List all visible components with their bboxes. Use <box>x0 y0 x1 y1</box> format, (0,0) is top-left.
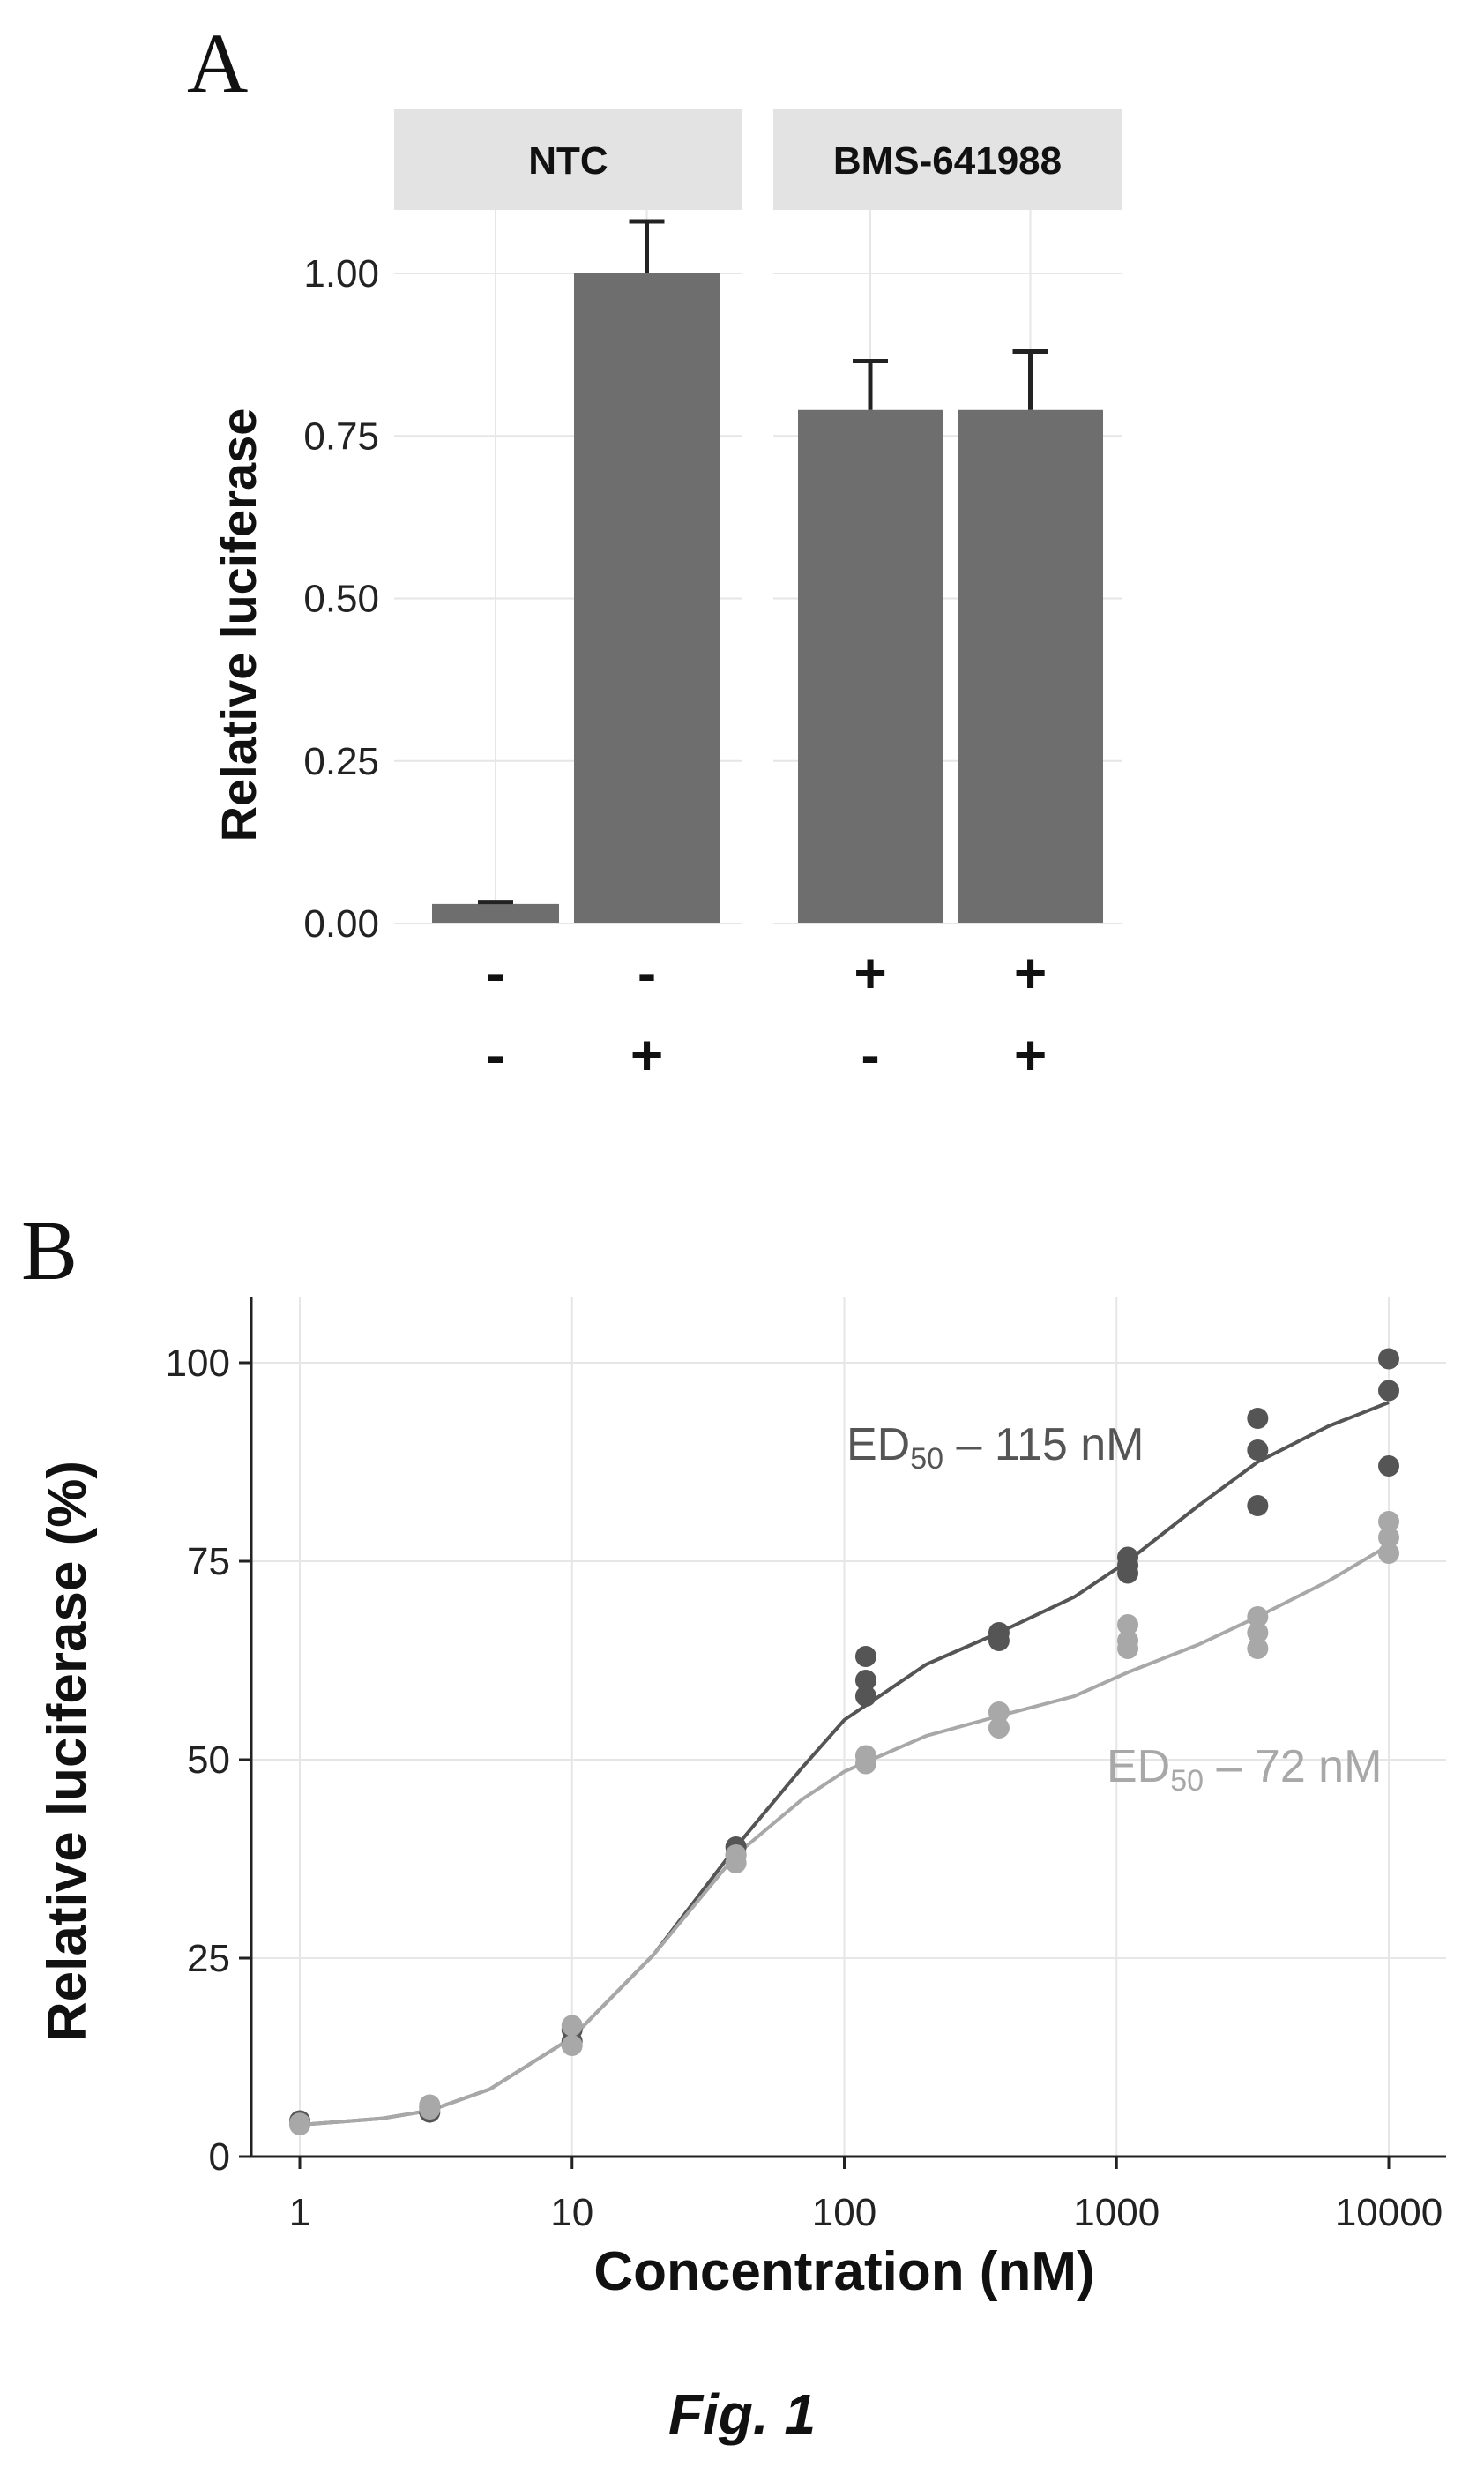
data-point-light <box>1117 1614 1139 1635</box>
bar <box>574 273 720 923</box>
y-tick-label: 0 <box>209 2135 230 2179</box>
facet-label: BMS-641988 <box>833 139 1062 183</box>
y-tick-label: 100 <box>166 1342 230 1385</box>
data-point-dark <box>854 1670 876 1691</box>
y-tick-label: 0.75 <box>303 415 379 458</box>
y-axis-title: Relative luciferase <box>211 408 266 842</box>
data-point-light <box>1378 1511 1399 1532</box>
panel-b-label: B <box>21 1203 78 1297</box>
figure-caption: Fig. 1 <box>667 2382 817 2446</box>
y-tick-label: 1.00 <box>303 252 379 295</box>
condition-sign-row1: + <box>1014 941 1047 1005</box>
facet-strip <box>394 109 742 210</box>
data-point-light <box>725 1852 747 1873</box>
data-point-light <box>561 2015 583 2037</box>
x-tick-label: 10 <box>550 2191 593 2234</box>
x-tick-label: 10000 <box>1335 2191 1443 2234</box>
condition-sign-row1: - <box>638 941 656 1005</box>
data-point-light <box>1247 1638 1269 1659</box>
ed50-annotation: ED50 – 115 nM <box>846 1419 1144 1476</box>
data-point-dark <box>1247 1495 1269 1516</box>
data-point-dark <box>988 1630 1010 1651</box>
bar <box>798 409 943 923</box>
bar <box>432 903 559 923</box>
condition-sign-row2: - <box>486 1023 504 1087</box>
x-tick-label: 1000 <box>1073 2191 1160 2234</box>
x-tick-label: 1 <box>289 2191 310 2234</box>
y-tick-label: 50 <box>187 1739 230 1782</box>
condition-sign-row1: - <box>486 941 504 1005</box>
x-tick-label: 100 <box>812 2191 876 2234</box>
condition-sign-row1: + <box>854 941 886 1005</box>
data-point-dark <box>854 1646 876 1667</box>
data-point-light <box>1378 1543 1399 1564</box>
dose-response-chart: 0 25 50 75 100 1 10 100 1000 10000 Concentration (… <box>37 1297 1446 2302</box>
y-tick-label: 75 <box>187 1540 230 1583</box>
data-point-dark <box>854 1686 876 1707</box>
condition-sign-row2: + <box>1014 1023 1047 1087</box>
facet-label: NTC <box>528 139 608 183</box>
data-point-dark <box>1247 1408 1269 1429</box>
data-point-dark <box>1247 1439 1269 1461</box>
y-tick-label: 0.50 <box>303 578 379 621</box>
data-point-light <box>854 1753 876 1775</box>
x-axis-title: Concentration (nM) <box>593 2241 1094 2302</box>
condition-sign-row2: + <box>630 1023 663 1087</box>
data-point-light <box>1247 1622 1269 1643</box>
data-point-light <box>1247 1606 1269 1627</box>
data-point-light <box>988 1717 1010 1739</box>
facet-strip <box>773 109 1122 210</box>
data-point-light <box>419 2098 441 2120</box>
ed50-annotation: ED50 – 72 nM <box>1107 1741 1382 1798</box>
data-point-dark <box>1378 1348 1399 1370</box>
data-point-light <box>1378 1527 1399 1548</box>
fit-curve-light <box>299 1544 1391 2127</box>
data-point-light <box>289 2114 310 2135</box>
data-point-dark <box>1378 1455 1399 1477</box>
data-point-dark <box>1117 1562 1139 1584</box>
y-axis-title: Relative luciferase (%) <box>37 1461 98 2041</box>
data-point-light <box>561 2035 583 2056</box>
panel-a-label: A <box>187 16 249 110</box>
bar <box>958 409 1103 923</box>
bar-chart-relative-luciferase: 0.00 0.25 0.50 0.75 1.00 Relative luciferase N… <box>211 109 1122 1087</box>
y-tick-label: 0.00 <box>303 902 379 946</box>
y-tick-label: 25 <box>187 1937 230 1980</box>
data-point-dark <box>1378 1380 1399 1402</box>
data-point-light <box>1117 1638 1139 1659</box>
condition-sign-row2: - <box>861 1023 879 1087</box>
y-tick-label: 0.25 <box>303 740 379 783</box>
data-point-light <box>988 1701 1010 1723</box>
